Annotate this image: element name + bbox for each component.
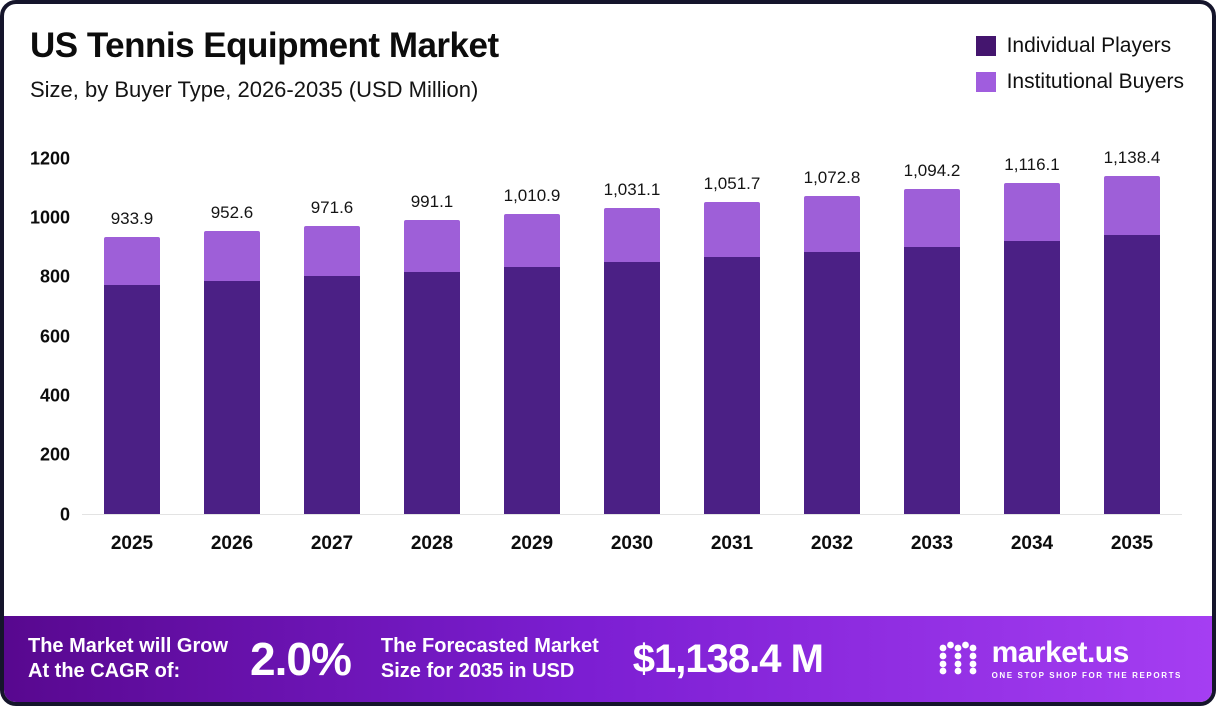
x-axis-label: 2025: [110, 532, 154, 554]
x-axis-label: 2035: [1110, 532, 1154, 554]
bar-total-label: 1,031.1: [603, 179, 661, 199]
page-subtitle: Size, by Buyer Type, 2026-2035 (USD Mill…: [30, 76, 479, 102]
bar-group: 1,094.2: [882, 161, 982, 514]
brand-name: market.us: [991, 636, 1130, 669]
cagr-value: 2.0%: [250, 633, 352, 685]
y-tick-label: 600: [39, 326, 70, 347]
x-axis-label: 2034: [1010, 532, 1054, 554]
footer-banner: The Market will Grow At the CAGR of: 2.0…: [4, 616, 1212, 702]
legend-item-individual-players: Individual Players: [975, 34, 1184, 58]
bar-total-label: 1,094.2: [903, 161, 961, 181]
bar-group: 1,116.1: [982, 155, 1082, 514]
bar-segment-institutional-buyers: [604, 207, 660, 263]
market-us-logo-icon: [938, 639, 982, 680]
y-tick-label: 0: [59, 504, 70, 525]
bar-segment-individual-players: [104, 285, 160, 514]
bar-total-label: 952.6: [210, 203, 254, 223]
x-axis-label: 2026: [210, 532, 254, 554]
bar-segment-individual-players: [1004, 241, 1060, 514]
plot-wrap: 933.9 952.6 971.6 991.1 1,010.9 1,031.1 1,051.…: [82, 148, 1182, 555]
bar-segment-institutional-buyers: [804, 195, 860, 253]
legend: Individual Players Institutional Buyers: [975, 34, 1184, 94]
bar-segment-individual-players: [804, 252, 860, 514]
y-axis: 0 200 400 600 800 1000 1200: [12, 148, 82, 524]
forecast-label: The Forecasted Market Size for 2035 in U…: [381, 634, 599, 684]
bar-segment-institutional-buyers: [504, 213, 560, 267]
x-axis-label: 2031: [710, 532, 754, 554]
forecast-label-line2: Size for 2035 in USD: [380, 660, 575, 682]
bar-group: 971.6: [282, 198, 382, 514]
legend-swatch-institutional-buyers: [975, 72, 996, 92]
forecast-label-line1: The Forecasted Market: [380, 635, 599, 657]
y-tick-label: 800: [39, 266, 70, 287]
brand-logo: market.us ONE STOP SHOP FOR THE REPORTS: [938, 638, 1188, 680]
page-title: US Tennis Equipment Market: [30, 26, 499, 65]
y-tick-label: 200: [39, 444, 70, 465]
bar-segment-individual-players: [204, 280, 260, 514]
bar-segment-individual-players: [404, 271, 460, 514]
bar-group: 1,072.8: [782, 168, 882, 514]
bar-total-label: 1,051.7: [703, 173, 761, 193]
bar-group: 1,031.1: [582, 180, 682, 514]
bar-total-label: 991.1: [410, 191, 454, 211]
bar-group: 952.6: [182, 203, 282, 514]
plot-area: 933.9 952.6 971.6 991.1 1,010.9 1,031.1 1,051.…: [82, 148, 1182, 515]
forecast-value: $1,138.4 M: [632, 636, 824, 681]
x-axis-label: 2032: [810, 532, 854, 554]
brand-text: market.us ONE STOP SHOP FOR THE REPORTS: [992, 638, 1182, 680]
bar-segment-institutional-buyers: [404, 219, 460, 272]
bar-segment-institutional-buyers: [1104, 176, 1160, 236]
bar-total-label: 933.9: [110, 208, 154, 228]
y-tick-label: 1200: [29, 148, 70, 169]
bar-segment-individual-players: [1104, 235, 1160, 514]
bar-total-label: 1,116.1: [1004, 154, 1060, 174]
bar-segment-individual-players: [304, 276, 360, 514]
x-axis-label: 2027: [310, 532, 354, 554]
bar-segment-institutional-buyers: [204, 231, 260, 281]
legend-label-individual-players: Individual Players: [1006, 34, 1172, 57]
x-axis-label: 2029: [510, 532, 554, 554]
bar-group: 933.9: [82, 209, 182, 514]
bar-segment-individual-players: [704, 257, 760, 514]
bar-total-label: 1,010.9: [503, 185, 561, 205]
legend-item-institutional-buyers: Institutional Buyers: [975, 70, 1184, 94]
bar-group: 1,051.7: [682, 174, 782, 514]
bar-total-label: 1,138.4: [1103, 148, 1161, 168]
legend-swatch-individual-players: [975, 36, 996, 56]
cagr-label-line2: At the CAGR of:: [28, 660, 181, 682]
bar-segment-institutional-buyers: [104, 236, 160, 286]
bar-segment-individual-players: [904, 246, 960, 514]
y-tick-label: 1000: [29, 207, 70, 228]
legend-label-institutional-buyers: Institutional Buyers: [1006, 70, 1184, 93]
stacked-bar-chart: 0 200 400 600 800 1000 1200 933.9 952.6 971.6 991…: [4, 148, 1212, 555]
header: US Tennis Equipment Market Size, by Buye…: [4, 4, 1212, 103]
bar-segment-individual-players: [504, 266, 560, 514]
bar-group: 991.1: [382, 192, 482, 514]
bar-group: 1,138.4: [1082, 148, 1182, 514]
bar-segment-institutional-buyers: [304, 225, 360, 277]
x-axis-label: 2030: [610, 532, 654, 554]
cagr-label-line1: The Market will Grow: [28, 635, 229, 657]
bar-total-label: 1,072.8: [803, 167, 861, 187]
brand-tagline: ONE STOP SHOP FOR THE REPORTS: [991, 671, 1182, 680]
y-tick-label: 400: [39, 385, 70, 406]
bar-segment-institutional-buyers: [704, 201, 760, 258]
header-text: US Tennis Equipment Market Size, by Buye…: [30, 26, 499, 103]
bar-total-label: 971.6: [310, 197, 354, 217]
bar-group: 1,010.9: [482, 186, 582, 514]
bar-segment-institutional-buyers: [904, 189, 960, 247]
x-axis-label: 2033: [910, 532, 954, 554]
x-axis-label: 2028: [410, 532, 454, 554]
bar-segment-institutional-buyers: [1004, 182, 1060, 242]
x-axis: 2025 2026 2027 2028 2029 2030 2031 2032 2033 2034…: [82, 533, 1182, 555]
bar-segment-individual-players: [604, 262, 660, 514]
cagr-label: The Market will Grow At the CAGR of:: [28, 634, 228, 684]
